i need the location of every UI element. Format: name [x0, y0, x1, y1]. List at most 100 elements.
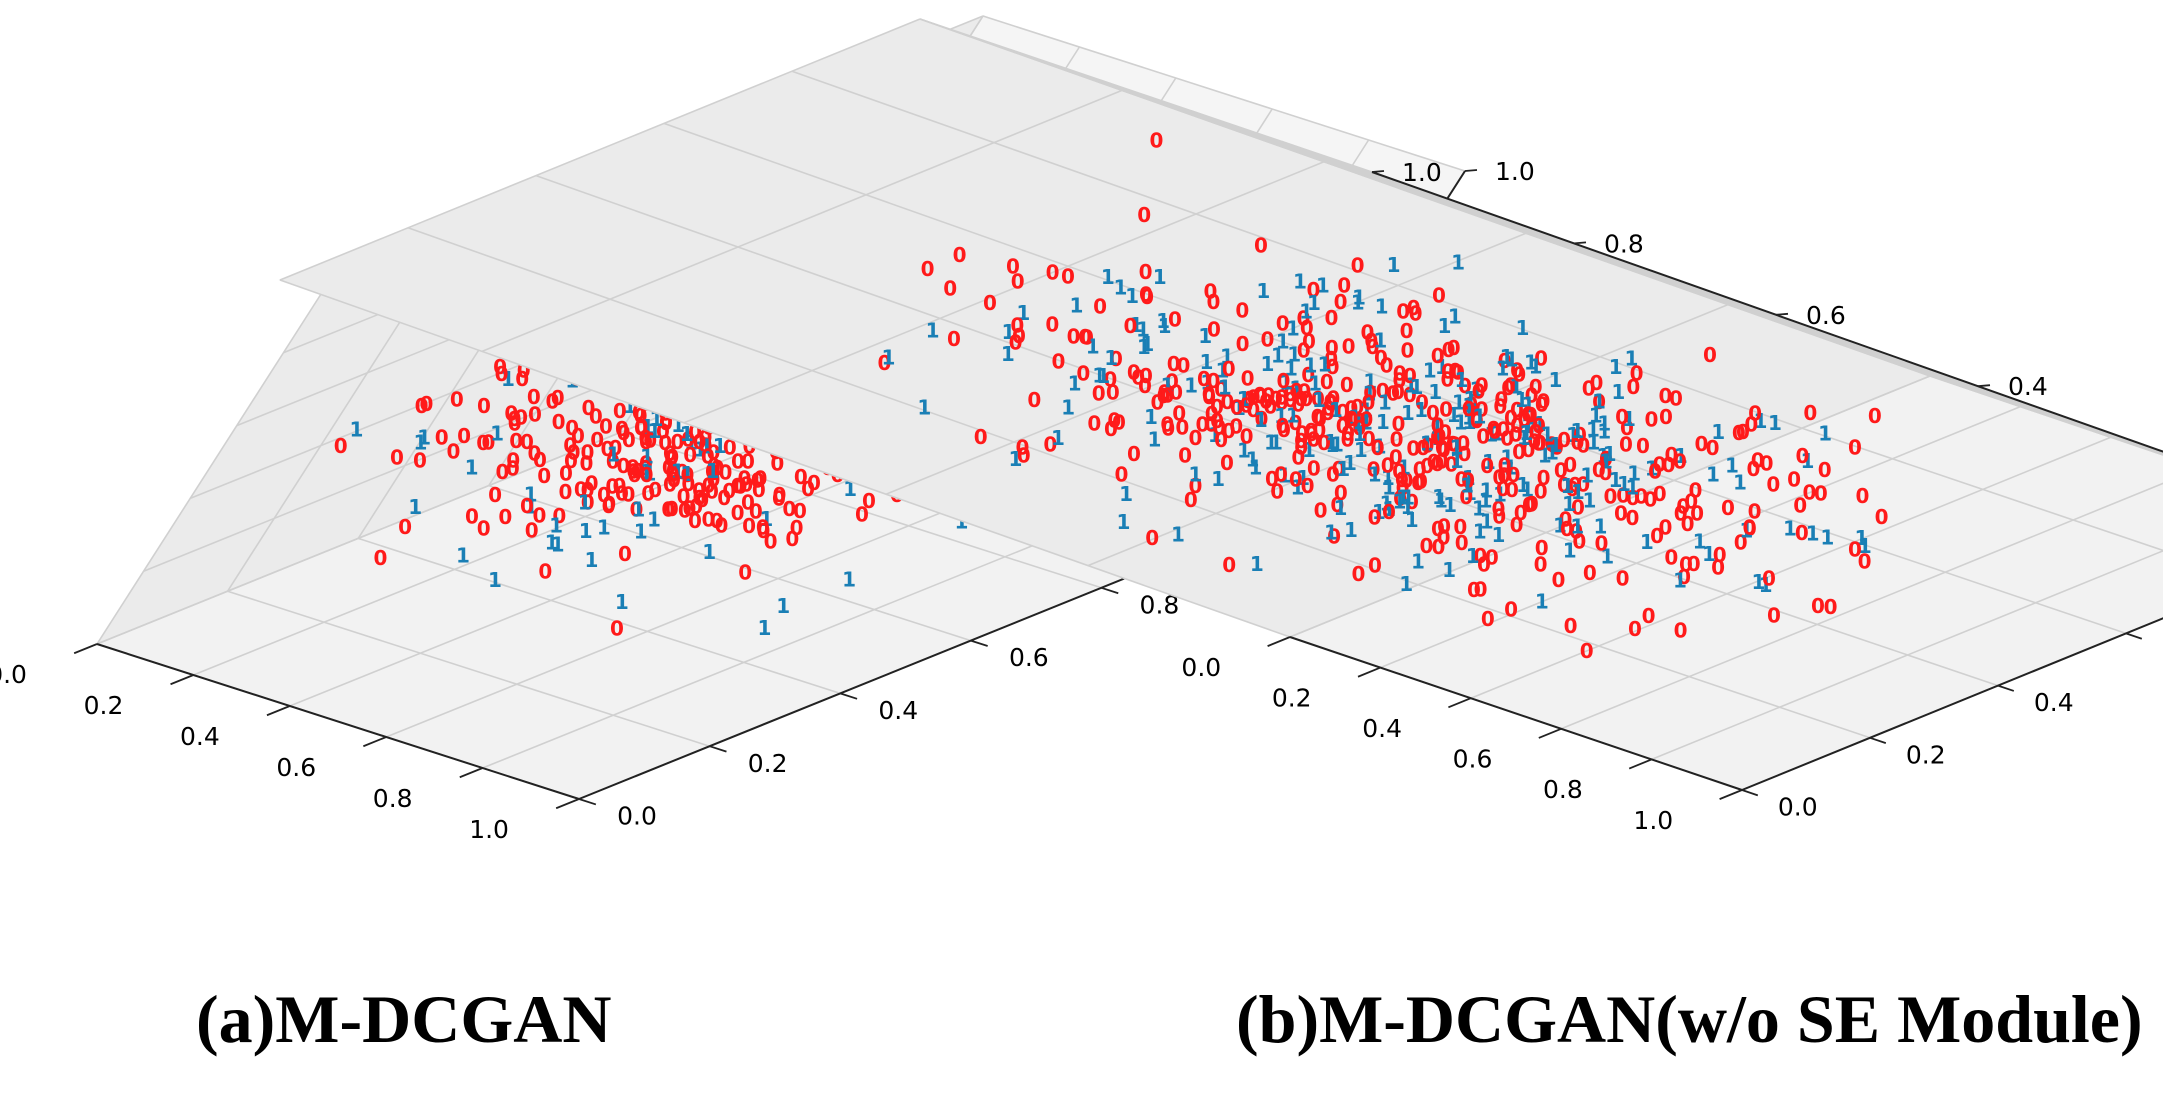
scatter-point-0: 0: [1184, 488, 1198, 512]
scatter-point-1: 1: [634, 520, 648, 544]
scatter-point-0: 0: [1505, 478, 1519, 502]
scatter-point-1: 1: [640, 415, 654, 439]
scatter-point-1: 1: [1516, 316, 1530, 340]
scatter-point-0: 0: [1652, 452, 1666, 476]
scatter-point-1: 1: [706, 459, 720, 483]
scatter-point-0: 0: [601, 437, 615, 461]
scatter-point-0: 0: [665, 497, 679, 521]
scatter-point-1: 1: [1379, 492, 1393, 516]
scatter-point-0: 0: [1473, 544, 1487, 568]
scatter-point-0: 0: [1350, 395, 1364, 419]
scatter-point-1: 1: [1617, 472, 1631, 496]
scatter-point-0: 0: [1140, 285, 1154, 309]
scatter-point-0: 0: [1532, 431, 1546, 455]
scatter-point-1: 1: [1462, 393, 1476, 417]
scatter-point-1: 1: [1423, 358, 1437, 382]
scatter-point-0: 0: [1545, 432, 1559, 456]
scatter-point-0: 0: [1259, 389, 1273, 413]
scatter-point-1: 1: [1768, 411, 1782, 435]
scatter-point-1: 1: [1549, 433, 1563, 457]
scatter-point-0: 0: [1492, 466, 1506, 490]
scatter-point-1: 1: [1144, 405, 1158, 429]
scatter-point-0: 0: [698, 434, 712, 458]
scatter-point-0: 0: [1351, 562, 1365, 586]
y-axis-tick: [970, 639, 988, 647]
scatter-point-0: 0: [520, 494, 534, 518]
scatter-point-0: 0: [1501, 376, 1515, 400]
scatter-point-0: 0: [1688, 478, 1702, 502]
scatter-point-1: 1: [1287, 343, 1301, 367]
scatter-point-0: 0: [1462, 397, 1476, 421]
scatter-point-0: 0: [862, 489, 876, 513]
scatter-point-1: 1: [1114, 275, 1128, 299]
scatter-point-0: 0: [1803, 480, 1817, 504]
scatter-point-0: 0: [1341, 428, 1355, 452]
y-axis-tick: [1997, 684, 2015, 692]
scatter-point-0: 0: [1766, 473, 1780, 497]
scatter-point-0: 0: [1420, 434, 1434, 458]
scatter-point-1: 1: [1363, 369, 1377, 393]
gridline: [385, 472, 1040, 738]
scatter-point-1: 1: [1443, 493, 1457, 517]
y-axis-tick: [2125, 632, 2143, 640]
scatter-point-0: 0: [1289, 379, 1303, 403]
scatter-point-0: 0: [581, 396, 595, 420]
scatter-point-0: 0: [1178, 444, 1192, 468]
scatter-point-0: 0: [634, 416, 648, 440]
scatter-point-0: 0: [692, 478, 706, 502]
scatter-point-0: 0: [1087, 412, 1101, 436]
scatter-point-1: 1: [1472, 497, 1486, 521]
scatter-point-0: 0: [1493, 395, 1507, 419]
scatter-point-0: 0: [656, 419, 670, 443]
scatter-point-0: 0: [1550, 436, 1564, 460]
scatter-point-0: 0: [590, 428, 604, 452]
x-axis-tick: [1628, 758, 1652, 770]
scatter-point-0: 0: [1352, 416, 1366, 440]
scatter-point-1: 1: [1140, 332, 1154, 356]
scatter-point-1: 1: [1589, 403, 1603, 427]
scatter-point-0: 0: [1220, 390, 1234, 414]
scatter-point-0: 0: [1527, 430, 1541, 454]
scatter-point-0: 0: [1444, 453, 1458, 477]
scatter-point-1: 1: [759, 507, 773, 531]
scatter-point-0: 0: [1674, 501, 1688, 525]
scatter-point-1: 1: [1432, 485, 1446, 509]
scatter-point-0: 0: [1139, 364, 1153, 388]
scatter-point-1: 1: [1524, 351, 1538, 375]
scatter-point-0: 0: [1137, 203, 1151, 227]
scatter-point-0: 0: [1297, 338, 1311, 362]
scatter-point-1: 1: [1156, 309, 1170, 333]
scatter-point-0: 0: [1432, 535, 1446, 559]
scatter-point-0: 0: [1304, 422, 1318, 446]
scatter-point-0: 0: [1432, 283, 1446, 307]
gridline: [1470, 436, 2112, 699]
scatter-point-0: 0: [1307, 278, 1321, 302]
scatter-point-1: 1: [1269, 430, 1283, 454]
scatter-point-1: 1: [524, 482, 538, 506]
scatter-point-0: 0: [415, 394, 429, 418]
scatter-point-0: 0: [1334, 290, 1348, 314]
y-axis-tick: [1101, 586, 1119, 595]
scatter-point-0: 0: [1296, 306, 1310, 330]
scatter-point-0: 0: [1205, 402, 1219, 426]
y-axis-tick: [578, 798, 597, 806]
scatter-point-0: 0: [639, 430, 653, 454]
scatter-point-1: 1: [1414, 398, 1428, 422]
scatter-point-0: 0: [1721, 496, 1735, 520]
scatter-point-1: 1: [1200, 370, 1214, 394]
scatter-point-0: 0: [1389, 445, 1403, 469]
gridline: [885, 232, 1527, 495]
scatter-point-0: 0: [1274, 462, 1288, 486]
scatter-point-1: 1: [1008, 447, 1022, 471]
x-axis-tick: [1538, 727, 1562, 739]
scatter-point-0: 0: [1504, 598, 1518, 622]
scatter-point-1: 1: [1153, 265, 1167, 289]
scatter-point-0: 0: [749, 500, 763, 524]
gridline: [1801, 427, 2163, 552]
scatter-point-0: 0: [574, 477, 588, 501]
scatter-point-0: 0: [1269, 387, 1283, 411]
scatter-point-1: 1: [1215, 359, 1229, 383]
scatter-point-0: 0: [1636, 434, 1650, 458]
scatter-point-0: 0: [495, 362, 509, 386]
scatter-point-0: 0: [1284, 388, 1298, 412]
